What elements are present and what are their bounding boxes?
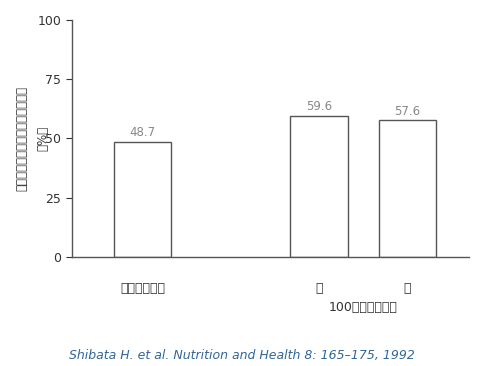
Y-axis label: 動物性タンパク量／総タンパク量
（%）: 動物性タンパク量／総タンパク量 （%） xyxy=(15,86,49,191)
Text: 48.7: 48.7 xyxy=(129,126,155,139)
Bar xyxy=(114,142,171,257)
Text: 女: 女 xyxy=(404,282,411,295)
Bar xyxy=(378,120,436,257)
Text: 平均的日本人: 平均的日本人 xyxy=(120,282,165,295)
Text: 59.6: 59.6 xyxy=(306,100,332,113)
Text: 57.6: 57.6 xyxy=(394,105,420,117)
Text: 男: 男 xyxy=(315,282,323,295)
Text: 100歳に達した人: 100歳に達した人 xyxy=(329,301,397,314)
Bar xyxy=(290,116,348,257)
Text: Shibata H. et al. Nutrition and Health 8: 165–175, 1992: Shibata H. et al. Nutrition and Health 8… xyxy=(69,349,415,362)
